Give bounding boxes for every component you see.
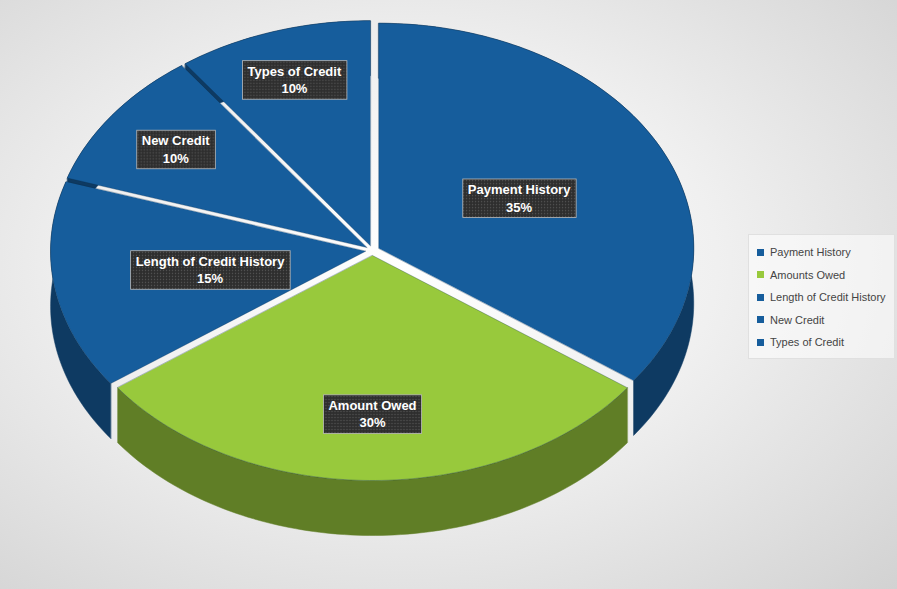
html-text:Payment History: Payment History <box>770 246 851 259</box>
html-text:Types of Credit: Types of Credit <box>770 336 844 349</box>
svg-text:Types of Credit10%: Types of Credit10% <box>248 64 342 97</box>
html-text:Amounts Owed: Amounts Owed <box>770 268 846 281</box>
svg-text:New Credit10%: New Credit10% <box>142 133 211 166</box>
svg-text:Length of Credit History15%: Length of Credit History15% <box>136 254 286 287</box>
svg-text:Amount Owed30%: Amount Owed30% <box>328 398 416 431</box>
html-text:Length of Credit History: Length of Credit History <box>770 291 886 304</box>
html-text:New Credit: New Credit <box>770 313 825 326</box>
svg-text:Payment History35%: Payment History35% <box>468 182 571 215</box>
